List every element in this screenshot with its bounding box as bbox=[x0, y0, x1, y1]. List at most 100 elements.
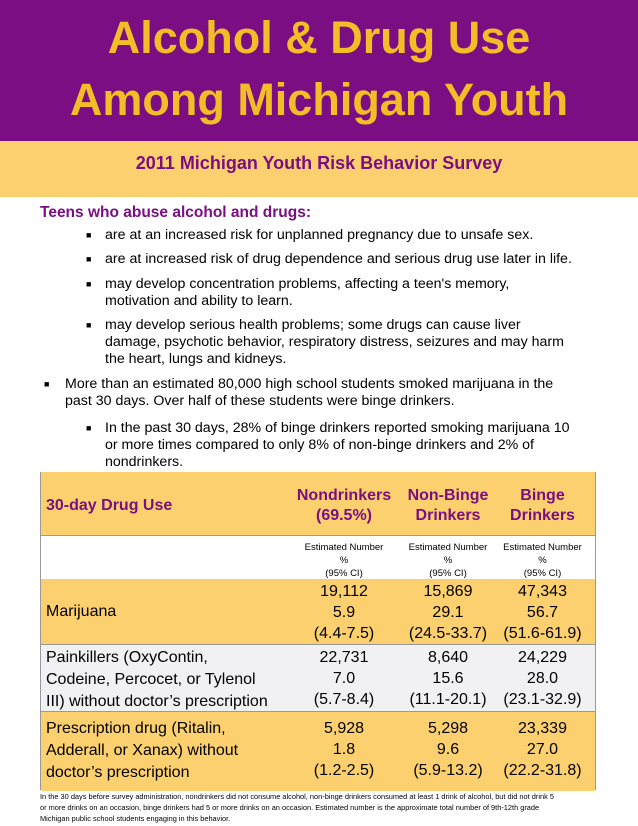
cell-count: 47,343 bbox=[518, 583, 567, 600]
estimate-label-line: Estimated Number bbox=[304, 542, 384, 553]
cell-count: 5,298 bbox=[427, 720, 469, 737]
cell-ci: (23.1-32.9) bbox=[503, 691, 582, 708]
cell-percent: 27.0 bbox=[526, 741, 559, 758]
column-header-line: (69.5%) bbox=[315, 507, 373, 524]
estimate-label-line: % bbox=[443, 555, 453, 566]
bullet-text: In the past 30 days, 28% of binge drinke… bbox=[105, 420, 570, 436]
column-header-line: Non-Binge bbox=[407, 487, 489, 504]
section-heading: Teens who abuse alcohol and drugs: bbox=[40, 204, 312, 221]
drug-use-table: 30-day Drug Use Nondrinkers (69.5%) Non-… bbox=[40, 472, 596, 791]
footnote: In the 30 days before survey administrat… bbox=[40, 791, 600, 824]
estimate-label: Estimated Number % (95% CI) bbox=[394, 541, 502, 580]
cell-ci: (11.1-20.1) bbox=[409, 691, 487, 708]
bullet-text: are at an increased risk for unplanned p… bbox=[105, 227, 534, 243]
page-title-line1: Alcohol & Drug Use bbox=[107, 12, 531, 63]
footnote-line: Michigan public school students engaging… bbox=[40, 814, 231, 823]
survey-subtitle: 2011 Michigan Youth Risk Behavior Survey bbox=[135, 153, 503, 173]
page-title-line2: Among Michigan Youth bbox=[69, 74, 569, 125]
row-label-line: Adderall, or Xanax) without bbox=[46, 742, 239, 759]
table-cell: 47,343 56.7 (51.6-61.9) bbox=[495, 581, 590, 644]
estimate-label-line: Estimated Number bbox=[408, 542, 488, 553]
bullet-text: nondrinkers. bbox=[105, 454, 184, 470]
estimate-label-line: (95% CI) bbox=[325, 568, 363, 579]
cell-ci: (5.9-13.2) bbox=[413, 762, 483, 779]
cell-count: 15,869 bbox=[423, 583, 473, 600]
table-cell: 15,869 29.1 (24.5-33.7) bbox=[394, 581, 502, 644]
table-cell: 24,229 28.0 (23.1-32.9) bbox=[495, 647, 590, 710]
row-header-label: 30-day Drug Use bbox=[46, 497, 173, 514]
cell-percent: 28.0 bbox=[526, 670, 559, 687]
title-banner bbox=[0, 0, 638, 141]
column-header-line: Drinkers bbox=[415, 507, 481, 524]
column-header-binge: Binge Drinkers bbox=[495, 486, 590, 526]
column-header-line: Binge bbox=[520, 487, 565, 504]
table-cell: 5,298 9.6 (5.9-13.2) bbox=[394, 718, 502, 781]
estimate-label-line: (95% CI) bbox=[429, 568, 467, 579]
row-label-line: Prescription drug (Ritalin, bbox=[46, 720, 226, 737]
bullet-text: More than an estimated 80,000 high schoo… bbox=[65, 376, 554, 392]
cell-percent: 5.9 bbox=[332, 604, 356, 621]
bullet-text: the heart, lungs and kidneys. bbox=[105, 351, 287, 367]
cell-count: 22,731 bbox=[319, 649, 369, 666]
bullet-text: may develop concentration problems, affe… bbox=[105, 276, 510, 292]
estimate-label-line: % bbox=[339, 555, 349, 566]
bullet-icon: ■ bbox=[86, 320, 92, 330]
column-header-line: Drinkers bbox=[510, 507, 575, 524]
cell-ci: (5.7-8.4) bbox=[313, 691, 375, 708]
table-cell: 8,640 15.6 (11.1-20.1) bbox=[394, 647, 502, 710]
estimate-label-line: Estimated Number bbox=[503, 542, 582, 553]
cell-percent: 1.8 bbox=[332, 741, 356, 758]
cell-percent: 15.6 bbox=[432, 670, 464, 687]
row-label-line: Painkillers (OxyContin, bbox=[46, 649, 208, 666]
estimate-label: Estimated Number % (95% CI) bbox=[495, 541, 590, 580]
footnote-line: or more drinks on an occasion, binge dri… bbox=[40, 803, 540, 812]
bullet-text: motivation and ability to learn. bbox=[105, 293, 293, 309]
bullet-icon: ■ bbox=[86, 279, 92, 289]
row-label: Marijuana bbox=[46, 603, 117, 620]
bullet-text: may develop serious health problems; som… bbox=[105, 317, 521, 333]
bullet-icon: ■ bbox=[86, 254, 92, 264]
bullet-icon: ■ bbox=[86, 230, 92, 240]
estimate-label: Estimated Number % (95% CI) bbox=[289, 541, 399, 580]
column-header-non-binge: Non-Binge Drinkers bbox=[394, 486, 502, 526]
table-header-row: 30-day Drug Use Nondrinkers (69.5%) Non-… bbox=[41, 472, 595, 535]
bullet-text: are at increased risk of drug dependence… bbox=[105, 251, 572, 267]
cell-percent: 7.0 bbox=[332, 670, 356, 687]
table-row-prescription-drug: Prescription drug (Ritalin, Adderall, or… bbox=[41, 711, 595, 791]
row-label-line: doctor’s prescription bbox=[46, 764, 190, 781]
cell-count: 5,928 bbox=[323, 720, 365, 737]
table-cell: 23,339 27.0 (22.2-31.8) bbox=[495, 718, 590, 781]
row-label-line: III) without doctor’s prescription bbox=[46, 693, 268, 710]
bullet-text: damage, psychotic behavior, respiratory … bbox=[105, 334, 564, 350]
cell-ci: (51.6-61.9) bbox=[503, 625, 582, 642]
estimate-label-line: (95% CI) bbox=[523, 568, 562, 579]
table-cell: 19,112 5.9 (4.4-7.5) bbox=[289, 581, 399, 644]
bullet-icon: ■ bbox=[86, 423, 92, 433]
bullet-icon: ■ bbox=[44, 379, 50, 389]
table-row-painkillers: Painkillers (OxyContin, Codeine, Percoce… bbox=[41, 644, 595, 712]
cell-percent: 9.6 bbox=[436, 741, 460, 758]
column-header-line: Nondrinkers bbox=[296, 487, 392, 504]
cell-percent: 29.1 bbox=[432, 604, 464, 621]
cell-percent: 56.7 bbox=[526, 604, 559, 621]
estimate-label-line: % bbox=[538, 555, 547, 566]
cell-ci: (1.2-2.5) bbox=[313, 762, 375, 779]
cell-count: 24,229 bbox=[518, 649, 567, 666]
table-row-marijuana: Marijuana 19,112 5.9 (4.4-7.5) 15,869 29… bbox=[41, 579, 595, 644]
cell-count: 23,339 bbox=[518, 720, 567, 737]
cell-count: 19,112 bbox=[320, 583, 368, 600]
row-label: Painkillers (OxyContin, Codeine, Percoce… bbox=[46, 647, 268, 713]
cell-ci: (22.2-31.8) bbox=[503, 762, 582, 779]
bullet-text: or more times compared to only 8% of non… bbox=[105, 437, 534, 453]
estimate-label-row: Estimated Number % (95% CI) Estimated Nu… bbox=[41, 535, 595, 580]
table-cell: 22,731 7.0 (5.7-8.4) bbox=[289, 647, 399, 710]
cell-count: 8,640 bbox=[427, 649, 469, 666]
footnote-line: In the 30 days before survey administrat… bbox=[40, 792, 554, 801]
cell-ci: (4.4-7.5) bbox=[313, 625, 375, 642]
cell-ci: (24.5-33.7) bbox=[408, 625, 488, 642]
row-label: Prescription drug (Ritalin, Adderall, or… bbox=[46, 718, 238, 784]
column-header-nondrinkers: Nondrinkers (69.5%) bbox=[289, 486, 399, 526]
row-label-line: Codeine, Percocet, or Tylenol bbox=[46, 671, 256, 688]
bullet-text: past 30 days. Over half of these student… bbox=[65, 393, 455, 409]
table-cell: 5,928 1.8 (1.2-2.5) bbox=[289, 718, 399, 781]
